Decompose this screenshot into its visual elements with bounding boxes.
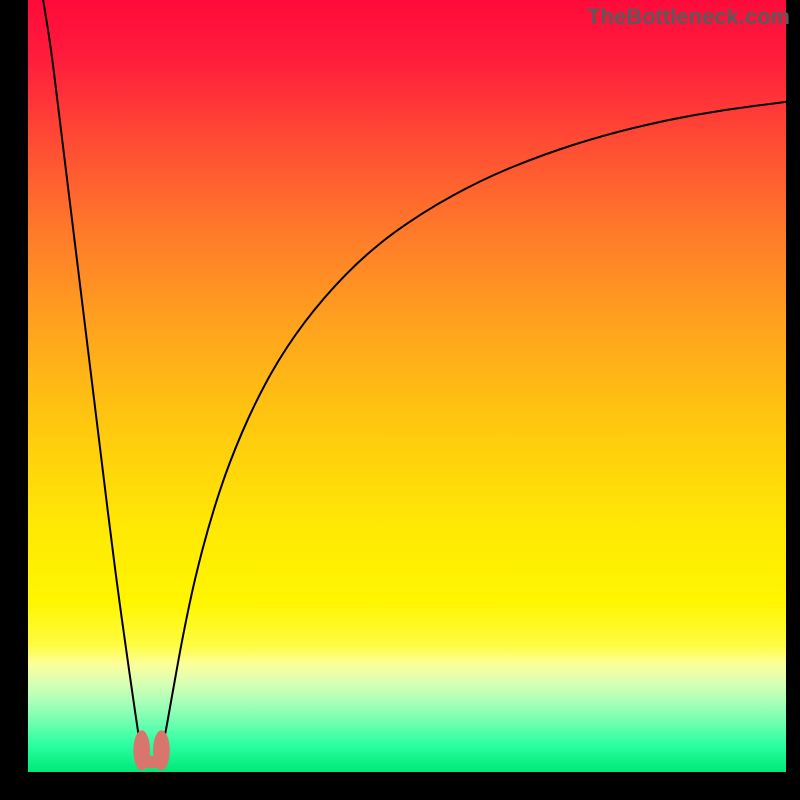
chart-svg	[0, 0, 800, 800]
watermark-text: TheBottleneck.com	[587, 4, 790, 30]
valley-bridge	[142, 756, 162, 768]
plot-background	[28, 0, 786, 772]
chart-frame: TheBottleneck.com	[0, 0, 800, 800]
